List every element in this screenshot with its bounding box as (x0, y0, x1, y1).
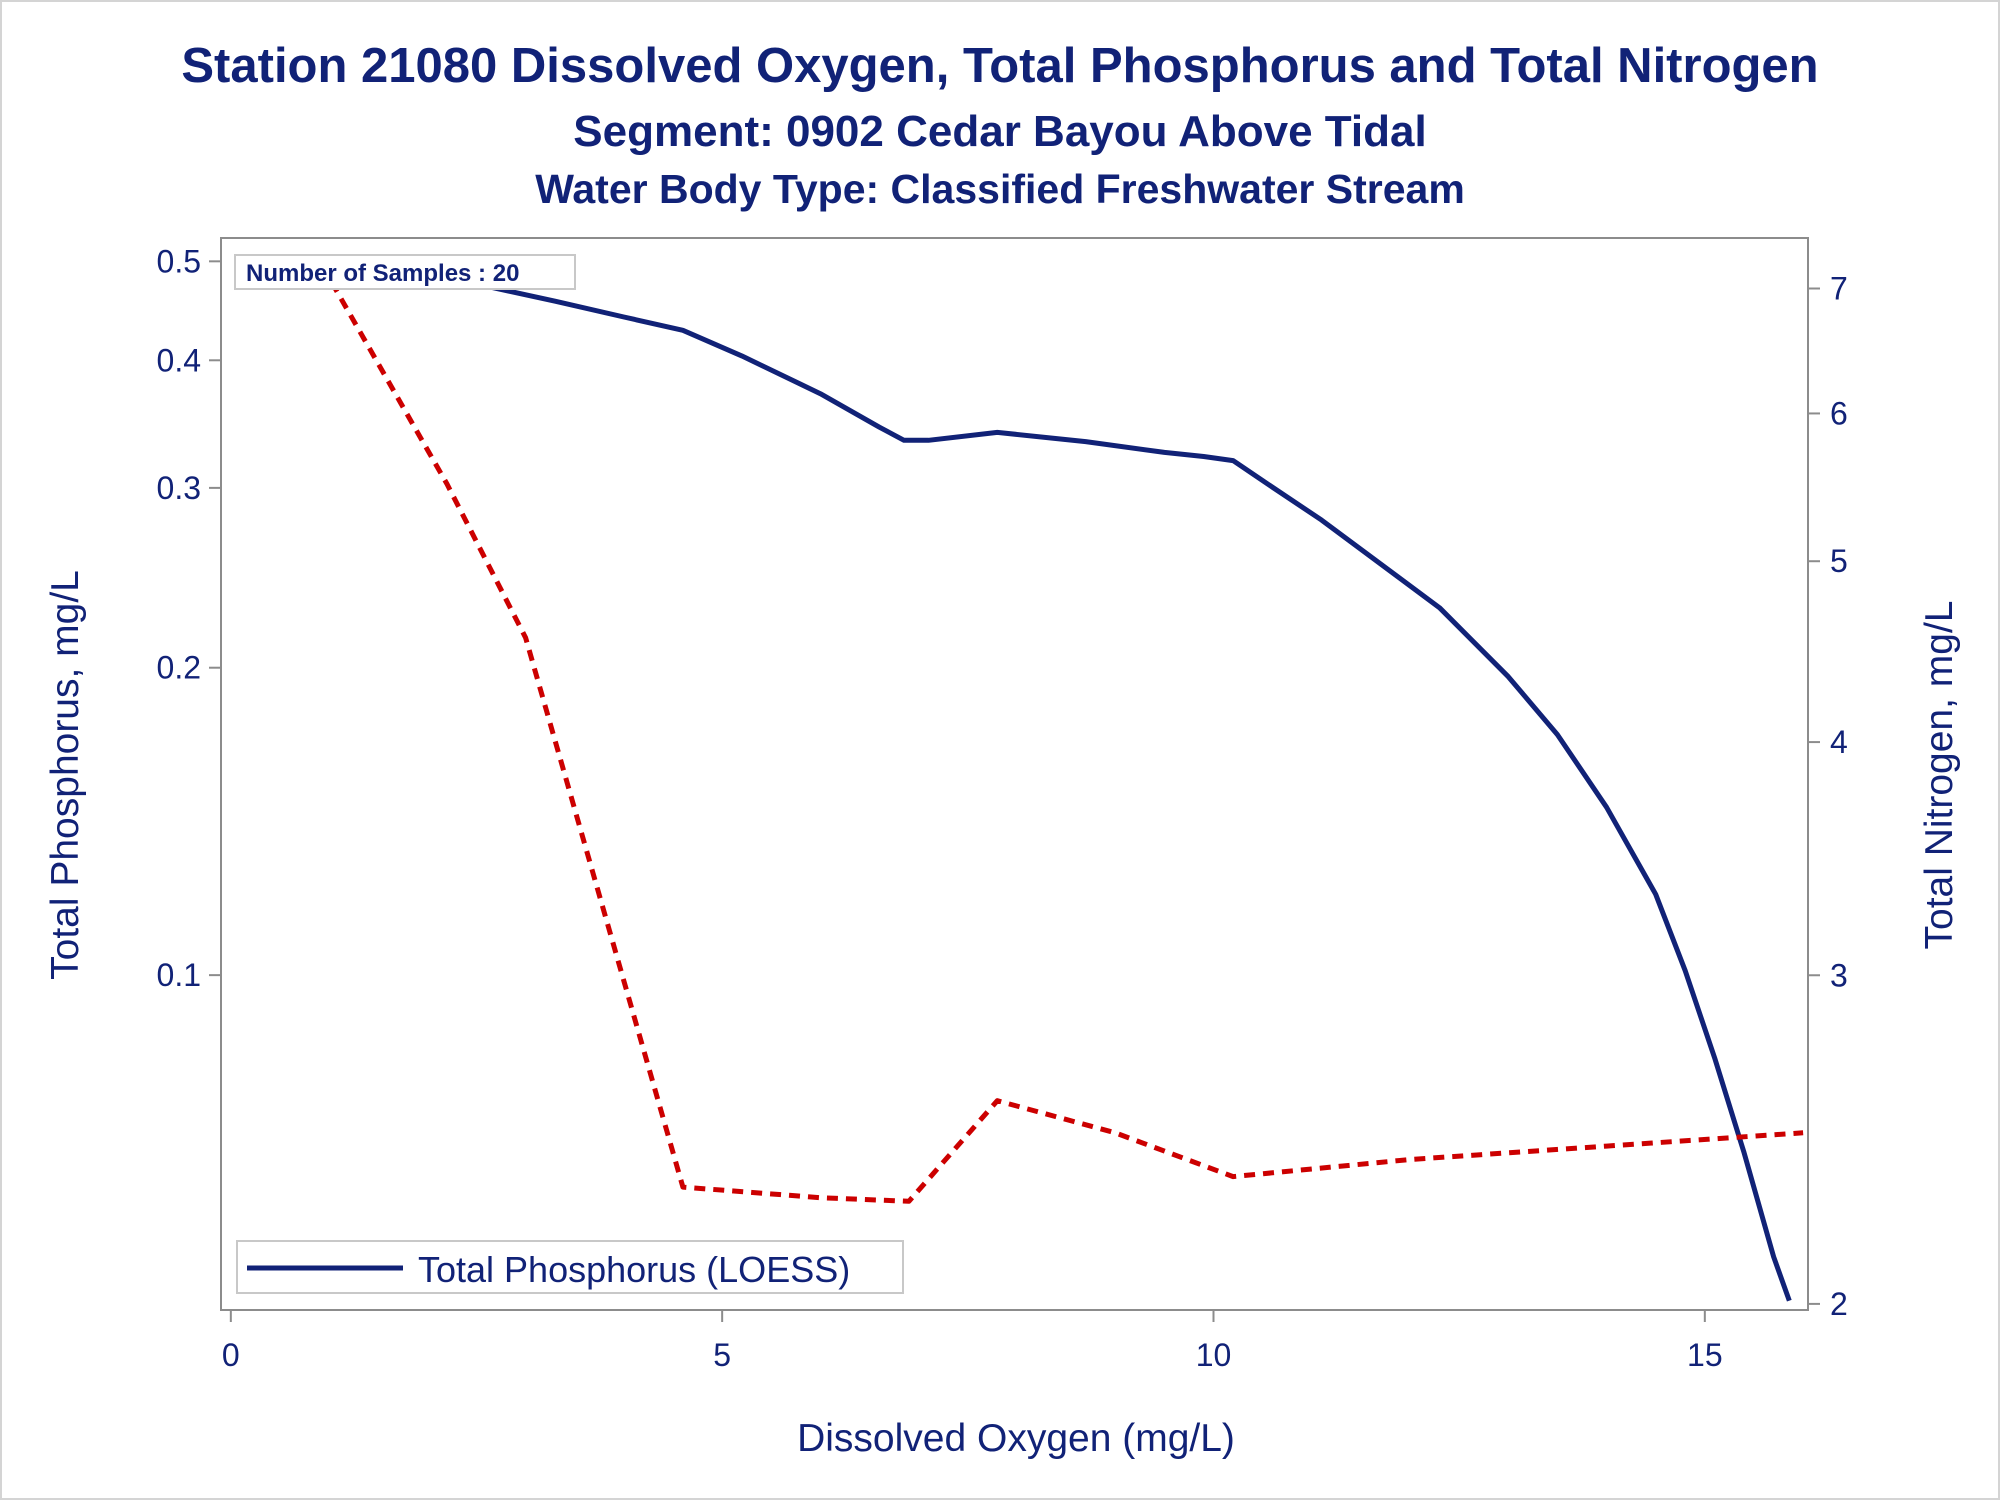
x-axis-label: Dissolved Oxygen (mg/L) (797, 1417, 1235, 1460)
y-right-axis-label: Total Nitrogen, mg/L (1918, 600, 1961, 949)
y-right-tick-label: 7 (1830, 270, 1848, 306)
y-right-tick-label: 4 (1830, 724, 1848, 760)
legend: Total Phosphorus (LOESS) (236, 1240, 904, 1294)
chart-title: Station 21080 Dissolved Oxygen, Total Ph… (181, 39, 1819, 93)
y-left-axis: 0.1 0.2 0.3 0.4 0.5 (157, 243, 221, 993)
y-right-tick-label: 5 (1830, 543, 1848, 579)
y-right-tick-label: 2 (1830, 1286, 1848, 1322)
series-layer (320, 256, 1804, 1302)
chart-subtitle: Segment: 0902 Cedar Bayou Above Tidal (573, 107, 1427, 156)
x-tick-label: 5 (713, 1337, 731, 1373)
y-right-tick-label: 3 (1830, 957, 1848, 993)
sample-count-annotation: Number of Samples : 20 (234, 254, 576, 290)
y-left-tick-label: 0.5 (157, 243, 201, 279)
y-left-tick-label: 0.4 (157, 342, 201, 378)
plot-area (220, 237, 1809, 1311)
x-tick-label: 15 (1687, 1337, 1723, 1373)
y-right-tick-label: 6 (1830, 395, 1848, 431)
y-right-axis: 2 3 4 5 6 7 (1808, 270, 1848, 1322)
annotation-box (234, 254, 576, 290)
x-tick-label: 0 (222, 1337, 240, 1373)
x-tick-label: 10 (1196, 1337, 1232, 1373)
chart-subtitle-2: Water Body Type: Classified Freshwater S… (535, 166, 1465, 212)
y-left-tick-label: 0.1 (157, 957, 201, 993)
annotation-text: Number of Samples : 20 (246, 260, 519, 287)
series-line-total-nitrogen (320, 264, 1804, 1204)
y-left-tick-label: 0.3 (157, 470, 201, 506)
legend-label-total-phosphorus: Total Phosphorus (LOESS) (418, 1249, 850, 1290)
y-left-tick-label: 0.2 (157, 650, 201, 686)
y-left-axis-label: Total Phosphorus, mg/L (44, 570, 87, 980)
x-axis: 0 5 10 15 (222, 1310, 1723, 1373)
series-line-total-phosphorus (321, 256, 1792, 1302)
